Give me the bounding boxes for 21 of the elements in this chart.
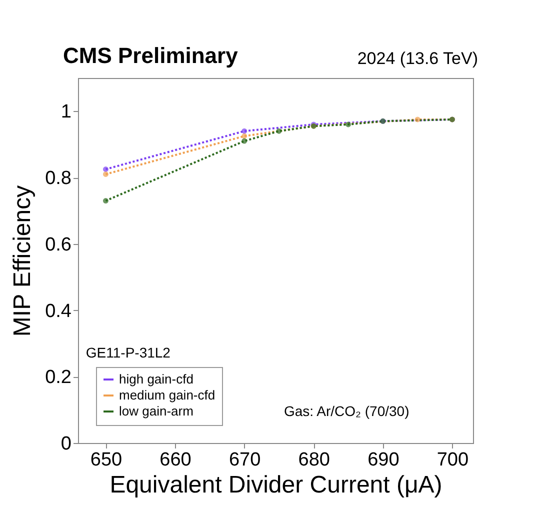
chart-title: CMS Preliminary: [63, 43, 239, 68]
x-tick-label: 690: [368, 450, 400, 470]
annotation: GE11-P-31L2: [86, 344, 171, 361]
y-tick-label: 0.6: [45, 234, 72, 256]
x-tick-label: 650: [90, 450, 122, 470]
y-tick-label: 0: [60, 434, 72, 454]
x-tick-label: 700: [436, 450, 469, 470]
y-tick-label: 0.8: [45, 168, 72, 190]
y-tick-label: 0.2: [45, 367, 72, 388]
legend-label: low gain-arm: [119, 404, 194, 418]
x-axis-title: Equivalent Divider Current (μA): [110, 472, 442, 498]
annotation: Gas: Ar/CO₂ (70/30): [284, 402, 410, 419]
y-tick-label: 0.4: [45, 300, 72, 322]
x-tick-label: 670: [228, 450, 261, 470]
chart-subtitle: 2024 (13.6 TeV): [357, 49, 478, 68]
legend-label: medium gain-cfd: [119, 388, 216, 402]
y-axis-title: MIP Efficiency: [9, 185, 36, 337]
x-tick-label: 660: [160, 450, 192, 470]
y-tick-label: 1: [60, 102, 72, 123]
x-tick-label: 680: [298, 450, 330, 470]
legend-label: high gain-cfd: [119, 372, 194, 386]
